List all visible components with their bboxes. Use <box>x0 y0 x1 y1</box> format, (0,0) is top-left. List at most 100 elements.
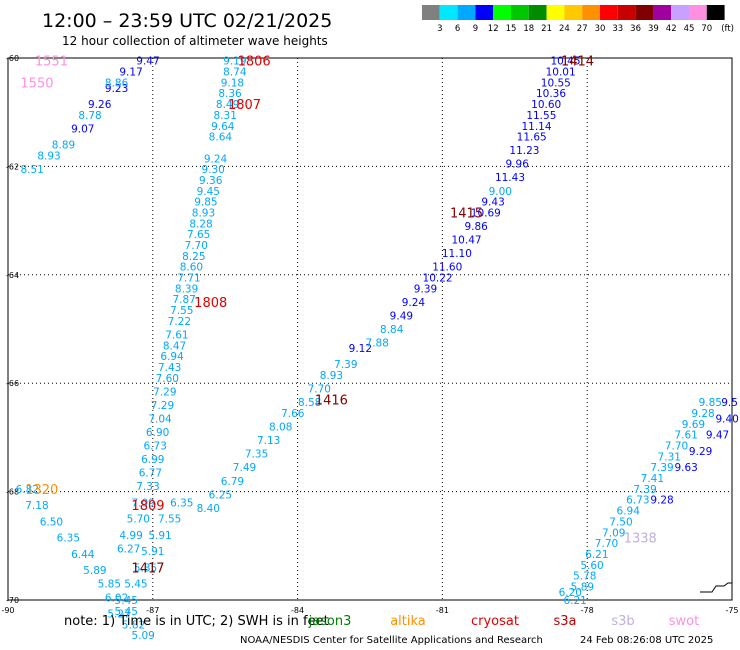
pass-label: 1551 <box>35 55 68 70</box>
color-scale-label: 18 <box>523 24 534 34</box>
wave-height-point: 8.08 <box>269 422 292 434</box>
color-scale-label: 21 <box>541 24 552 34</box>
wave-height-point: 9.17 <box>119 67 142 79</box>
wave-height-point: 5.45 <box>115 595 138 607</box>
color-scale: 3 6 9 12 15 18 21 24 27 30 33 36 39 42 45 70 (ft) <box>422 5 734 34</box>
wave-height-point: 11.43 <box>495 172 525 184</box>
wave-height-point: 5.82 <box>122 619 145 631</box>
wave-height-point: 7.71 <box>177 273 200 285</box>
color-scale-swatch <box>439 5 458 20</box>
wave-height-point: 5.45 <box>115 606 138 618</box>
wave-height-point: 7.22 <box>168 316 191 328</box>
color-scale-swatch <box>653 5 672 20</box>
wave-height-point: 6.20 <box>559 587 582 599</box>
x-tick-label: -75 <box>725 606 738 615</box>
pass-label: 1338 <box>624 532 657 547</box>
wave-height-point: 7.87 <box>172 294 195 306</box>
color-scale-label: 3 <box>437 24 442 34</box>
wave-height-point: 8.93 <box>320 370 343 382</box>
wave-height-point: 8.93 <box>192 207 215 219</box>
color-scale-swatch <box>600 5 618 20</box>
chart-title: 12:00 – 23:59 UTC 02/21/2025 <box>42 10 332 32</box>
x-tick-label: -78 <box>581 606 594 615</box>
color-scale-swatch <box>475 5 494 20</box>
x-tick-label: -84 <box>291 606 304 615</box>
wave-height-point: 7.66 <box>281 408 305 420</box>
wave-height-point: 9.28 <box>650 495 673 507</box>
wave-height-point: 6.99 <box>141 454 164 466</box>
wave-height-point: 9.24 <box>402 297 426 309</box>
wave-height-point: 6.94 <box>160 351 184 363</box>
wave-height-point: 10.01 <box>546 67 576 79</box>
wave-height-point: 6.25 <box>209 489 232 501</box>
wave-height-point: 9.24 <box>204 153 228 165</box>
color-scale-label: 45 <box>684 24 695 34</box>
wave-height-point: 8.84 <box>380 324 404 336</box>
wave-height-point: 10.22 <box>423 273 453 285</box>
color-scale-swatch <box>511 5 529 20</box>
satellite-legend-item: altika <box>390 614 426 629</box>
wave-height-point: 7.18 <box>25 500 48 512</box>
wave-height-point: 9.47 <box>706 430 729 442</box>
y-tick-label: -64 <box>6 271 19 280</box>
wave-height-point: 6.77 <box>139 468 162 480</box>
wave-height-point: 6.35 <box>170 497 193 509</box>
color-scale-unit: (ft) <box>721 24 734 34</box>
x-tick-label: -81 <box>436 606 449 615</box>
wave-height-point: 9.49 <box>390 310 413 322</box>
wave-height-point: 9.19 <box>223 56 246 68</box>
wave-height-point: 7.49 <box>233 462 256 474</box>
satellite-legend: jason3 altika cryosat s3a s3b swot <box>308 614 700 629</box>
pass-label: 1416 <box>315 393 348 408</box>
wave-height-point: 6.73 <box>144 441 167 453</box>
color-scale-swatch <box>528 5 547 20</box>
pass-labels: 1551 1550 1806 1807 1808 1809 1320 1414 1415 1416… <box>20 55 656 577</box>
wave-height-point: 6.27 <box>117 544 140 556</box>
wave-height-point: 7.55 <box>170 305 193 317</box>
wave-height-point: 7.31 <box>658 451 681 463</box>
coastline <box>700 582 732 593</box>
wave-height-point: 6.21 <box>563 595 586 607</box>
pass-label: 1806 <box>238 55 271 70</box>
color-scale-swatch <box>582 5 600 20</box>
x-tick-label: -90 <box>1 606 14 615</box>
wave-height-point: 6.21 <box>585 549 608 561</box>
wave-height-point: 5.91 <box>148 530 171 542</box>
wave-height-point: 8.74 <box>223 67 247 79</box>
wave-height-point: 7.09 <box>131 497 154 509</box>
plot-border <box>7 57 733 601</box>
wave-height-point: 11.14 <box>521 121 551 133</box>
pass-label: 1808 <box>194 296 227 311</box>
wave-height-point: 8.36 <box>218 88 242 100</box>
color-scale-swatch <box>546 5 565 20</box>
y-tick-label: -60 <box>6 54 19 63</box>
wave-height-point: 8.47 <box>163 340 186 352</box>
wave-height-point: 9.07 <box>71 123 94 135</box>
wave-height-point: 6.44 <box>71 549 95 561</box>
wave-height-point: 9.45 <box>197 186 220 198</box>
wave-height-labels: 9.479.179.239.269.078.868.788.898.938.51… <box>16 56 739 643</box>
wave-height-point: 9.26 <box>88 99 112 111</box>
wave-height-point: 7.65 <box>187 229 210 241</box>
wave-height-point: 10.55 <box>541 77 571 89</box>
wave-height-point: 9.85 <box>194 197 217 209</box>
color-scale-label: 39 <box>648 24 659 34</box>
color-scale-label: 42 <box>666 24 677 34</box>
wave-height-point: 6.50 <box>40 516 63 528</box>
wave-height-point: 8.40 <box>197 503 220 515</box>
footer-note: note: 1) Time is in UTC; 2) SWH is in fe… <box>64 614 329 629</box>
wave-height-point: 9.40 <box>715 413 738 425</box>
wave-height-point: 4.99 <box>119 530 142 542</box>
wave-height-point: 5.27 <box>107 609 130 621</box>
pass-label: 1320 <box>25 483 58 498</box>
wave-height-point: 11.55 <box>526 110 556 122</box>
wave-height-point: 9.18 <box>221 77 244 89</box>
color-scale-swatch <box>635 5 654 20</box>
color-scale-label: 33 <box>612 24 623 34</box>
wave-height-point: 8.31 <box>214 110 237 122</box>
wave-height-point: 7.29 <box>151 400 174 412</box>
wave-height-point: 7.29 <box>153 386 176 398</box>
wave-height-point: 10.60 <box>531 99 561 111</box>
wave-height-point: 9.30 <box>201 164 224 176</box>
color-scale-label: 24 <box>559 24 570 34</box>
